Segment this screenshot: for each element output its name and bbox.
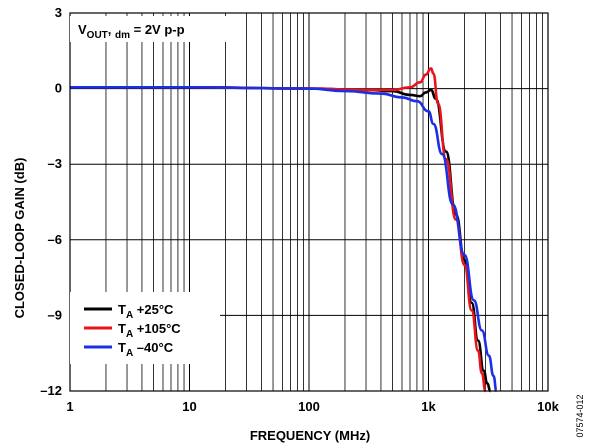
y-tick-label: –6 <box>48 232 62 247</box>
y-tick-labels: 3 0 –3 –6 –9 –12 <box>40 5 62 398</box>
y-tick-label: 0 <box>55 81 62 96</box>
x-axis-title: FREQUENCY (MHz) <box>250 428 370 443</box>
annotation-box <box>70 16 228 42</box>
legend-label: TA +105°C <box>118 321 181 340</box>
x-tick-label: 100 <box>298 399 320 414</box>
y-tick-label: –3 <box>48 156 62 171</box>
y-axis-title: CLOSED-LOOP GAIN (dB) <box>12 158 27 319</box>
legend-label: TA +25°C <box>118 302 174 321</box>
series-lines <box>70 67 498 393</box>
y-tick-label: –9 <box>48 307 62 322</box>
x-tick-label: 10k <box>537 399 559 414</box>
output-voltage-annotation: VOUT, dm = 2V p-p <box>78 22 185 41</box>
y-tick-label: –12 <box>40 383 62 398</box>
legend-label: TA –40°C <box>118 340 174 359</box>
y-tick-label: 3 <box>55 5 62 20</box>
x-tick-label: 10 <box>182 399 196 414</box>
series-line-3 <box>70 85 498 393</box>
figure-code: 07574-012 <box>575 394 585 437</box>
x-tick-label: 1k <box>421 399 436 414</box>
grid-lines <box>69 12 549 392</box>
x-tick-label: 1 <box>66 399 73 414</box>
x-tick-labels: 1 10 100 1k 10k <box>66 399 559 414</box>
legend: TA +25°CTA +105°CTA –40°C <box>84 302 181 359</box>
plot-frame <box>69 12 549 392</box>
